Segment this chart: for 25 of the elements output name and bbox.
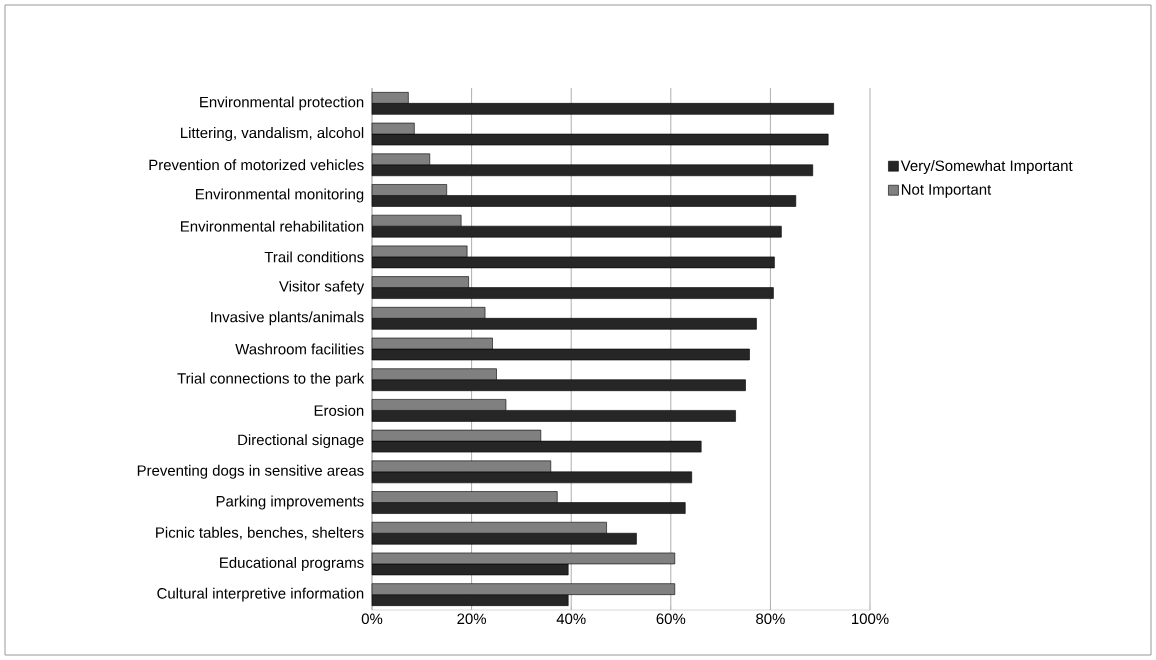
y-tick-label: Educational programs [220, 556, 364, 571]
x-tick-label: 20% [457, 613, 487, 625]
y-tick-label: Littering, vandalism, alcohol [181, 127, 364, 142]
y-tick-label: Parking improvements [216, 495, 364, 510]
x-tick-label: 60% [656, 613, 686, 625]
y-tick-label: Invasive plants/animals [211, 311, 364, 326]
y-tick-label: Environmental protection [200, 96, 364, 111]
legend-label: Very/Somewhat Important [900, 160, 1073, 174]
x-tick-label: 40% [556, 613, 586, 625]
y-tick-label: Environmental rehabilitation [181, 220, 364, 232]
legend-label: Not Important [901, 184, 992, 198]
y-tick-label: Visitor safety [279, 280, 365, 295]
x-tick-label: 80% [756, 613, 785, 625]
y-tick-label: Directional signage [238, 434, 364, 449]
y-tick-label: Environmental monitoring [196, 188, 364, 203]
y-tick-label: Erosion [314, 404, 364, 416]
y-tick-label: Picnic tables, benches, shelters [156, 526, 364, 540]
y-tick-label: Preventing dogs in sensitive areas [137, 464, 364, 479]
x-tick-label: 100% [852, 613, 889, 625]
y-tick-label: Trail conditions [264, 251, 364, 263]
x-tick-label: 0% [361, 613, 383, 625]
y-tick-label: Trial connections to the park [177, 372, 365, 387]
y-tick-label: Washroom facilities [235, 343, 364, 355]
y-tick-label: Prevention of motorized vehicles [149, 159, 364, 171]
y-tick-label: Cultural interpretive information [157, 587, 364, 602]
